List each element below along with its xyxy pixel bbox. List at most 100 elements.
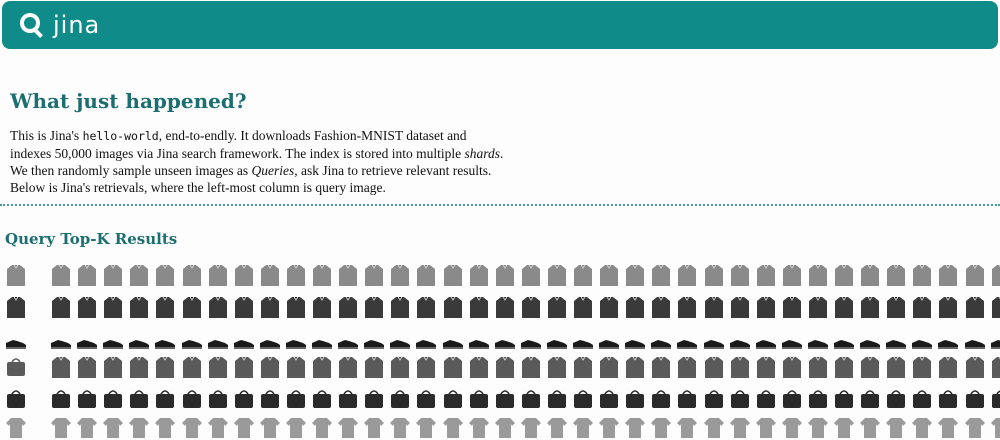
result-image[interactable]	[76, 327, 98, 353]
result-image[interactable]	[859, 294, 881, 320]
result-image[interactable]	[755, 414, 777, 440]
result-image[interactable]	[233, 262, 255, 288]
result-image[interactable]	[259, 354, 281, 380]
result-image[interactable]	[259, 327, 281, 353]
result-image[interactable]	[520, 386, 542, 412]
result-image[interactable]	[546, 327, 568, 353]
result-image[interactable]	[650, 262, 672, 288]
result-image[interactable]	[546, 414, 568, 440]
result-image[interactable]	[102, 354, 124, 380]
result-image[interactable]	[755, 327, 777, 353]
result-image[interactable]	[937, 354, 959, 380]
result-image[interactable]	[598, 354, 620, 380]
result-image[interactable]	[285, 327, 307, 353]
result-image[interactable]	[703, 294, 725, 320]
result-image[interactable]	[415, 262, 437, 288]
result-image[interactable]	[233, 327, 255, 353]
result-image[interactable]	[259, 414, 281, 440]
result-image[interactable]	[259, 262, 281, 288]
result-image[interactable]	[703, 386, 725, 412]
query-image[interactable]	[5, 386, 27, 412]
result-image[interactable]	[50, 327, 72, 353]
result-image[interactable]	[964, 386, 986, 412]
result-image[interactable]	[807, 414, 829, 440]
result-image[interactable]	[546, 354, 568, 380]
result-image[interactable]	[415, 327, 437, 353]
result-image[interactable]	[128, 414, 150, 440]
result-image[interactable]	[911, 262, 933, 288]
result-image[interactable]	[415, 414, 437, 440]
result-image[interactable]	[363, 294, 385, 320]
result-image[interactable]	[703, 262, 725, 288]
result-image[interactable]	[76, 414, 98, 440]
result-image[interactable]	[520, 327, 542, 353]
result-image[interactable]	[729, 354, 751, 380]
query-image[interactable]	[5, 354, 27, 380]
result-image[interactable]	[911, 386, 933, 412]
result-image[interactable]	[729, 414, 751, 440]
query-image[interactable]	[5, 327, 27, 353]
result-image[interactable]	[442, 386, 464, 412]
result-image[interactable]	[650, 294, 672, 320]
result-image[interactable]	[546, 386, 568, 412]
result-image[interactable]	[572, 262, 594, 288]
result-image[interactable]	[181, 386, 203, 412]
query-image[interactable]	[5, 262, 27, 288]
result-image[interactable]	[311, 354, 333, 380]
result-image[interactable]	[337, 386, 359, 412]
result-image[interactable]	[885, 262, 907, 288]
result-image[interactable]	[128, 294, 150, 320]
result-image[interactable]	[494, 327, 516, 353]
result-image[interactable]	[729, 294, 751, 320]
result-image[interactable]	[572, 294, 594, 320]
result-image[interactable]	[181, 294, 203, 320]
result-image[interactable]	[494, 354, 516, 380]
result-image[interactable]	[676, 414, 698, 440]
result-image[interactable]	[154, 262, 176, 288]
result-image[interactable]	[154, 294, 176, 320]
result-image[interactable]	[964, 414, 986, 440]
result-image[interactable]	[154, 354, 176, 380]
result-image[interactable]	[937, 414, 959, 440]
result-image[interactable]	[624, 354, 646, 380]
result-image[interactable]	[676, 327, 698, 353]
result-image[interactable]	[807, 354, 829, 380]
result-image[interactable]	[572, 327, 594, 353]
result-image[interactable]	[964, 294, 986, 320]
result-image[interactable]	[807, 294, 829, 320]
result-image[interactable]	[468, 414, 490, 440]
result-image[interactable]	[389, 327, 411, 353]
result-image[interactable]	[807, 327, 829, 353]
result-image[interactable]	[311, 262, 333, 288]
result-image[interactable]	[337, 294, 359, 320]
result-image[interactable]	[50, 386, 72, 412]
result-image[interactable]	[546, 294, 568, 320]
result-image[interactable]	[624, 262, 646, 288]
result-image[interactable]	[990, 327, 1000, 353]
result-image[interactable]	[937, 327, 959, 353]
result-image[interactable]	[207, 327, 229, 353]
result-image[interactable]	[494, 414, 516, 440]
result-image[interactable]	[363, 386, 385, 412]
result-image[interactable]	[363, 414, 385, 440]
result-image[interactable]	[911, 294, 933, 320]
result-image[interactable]	[833, 262, 855, 288]
result-image[interactable]	[729, 262, 751, 288]
result-image[interactable]	[285, 386, 307, 412]
result-image[interactable]	[676, 262, 698, 288]
result-image[interactable]	[285, 414, 307, 440]
result-image[interactable]	[781, 327, 803, 353]
result-image[interactable]	[285, 294, 307, 320]
result-image[interactable]	[207, 294, 229, 320]
result-image[interactable]	[990, 414, 1000, 440]
result-image[interactable]	[442, 354, 464, 380]
result-image[interactable]	[389, 414, 411, 440]
result-image[interactable]	[442, 262, 464, 288]
result-image[interactable]	[650, 354, 672, 380]
result-image[interactable]	[520, 262, 542, 288]
result-image[interactable]	[494, 294, 516, 320]
result-image[interactable]	[207, 354, 229, 380]
result-image[interactable]	[337, 327, 359, 353]
result-image[interactable]	[650, 327, 672, 353]
result-image[interactable]	[781, 354, 803, 380]
